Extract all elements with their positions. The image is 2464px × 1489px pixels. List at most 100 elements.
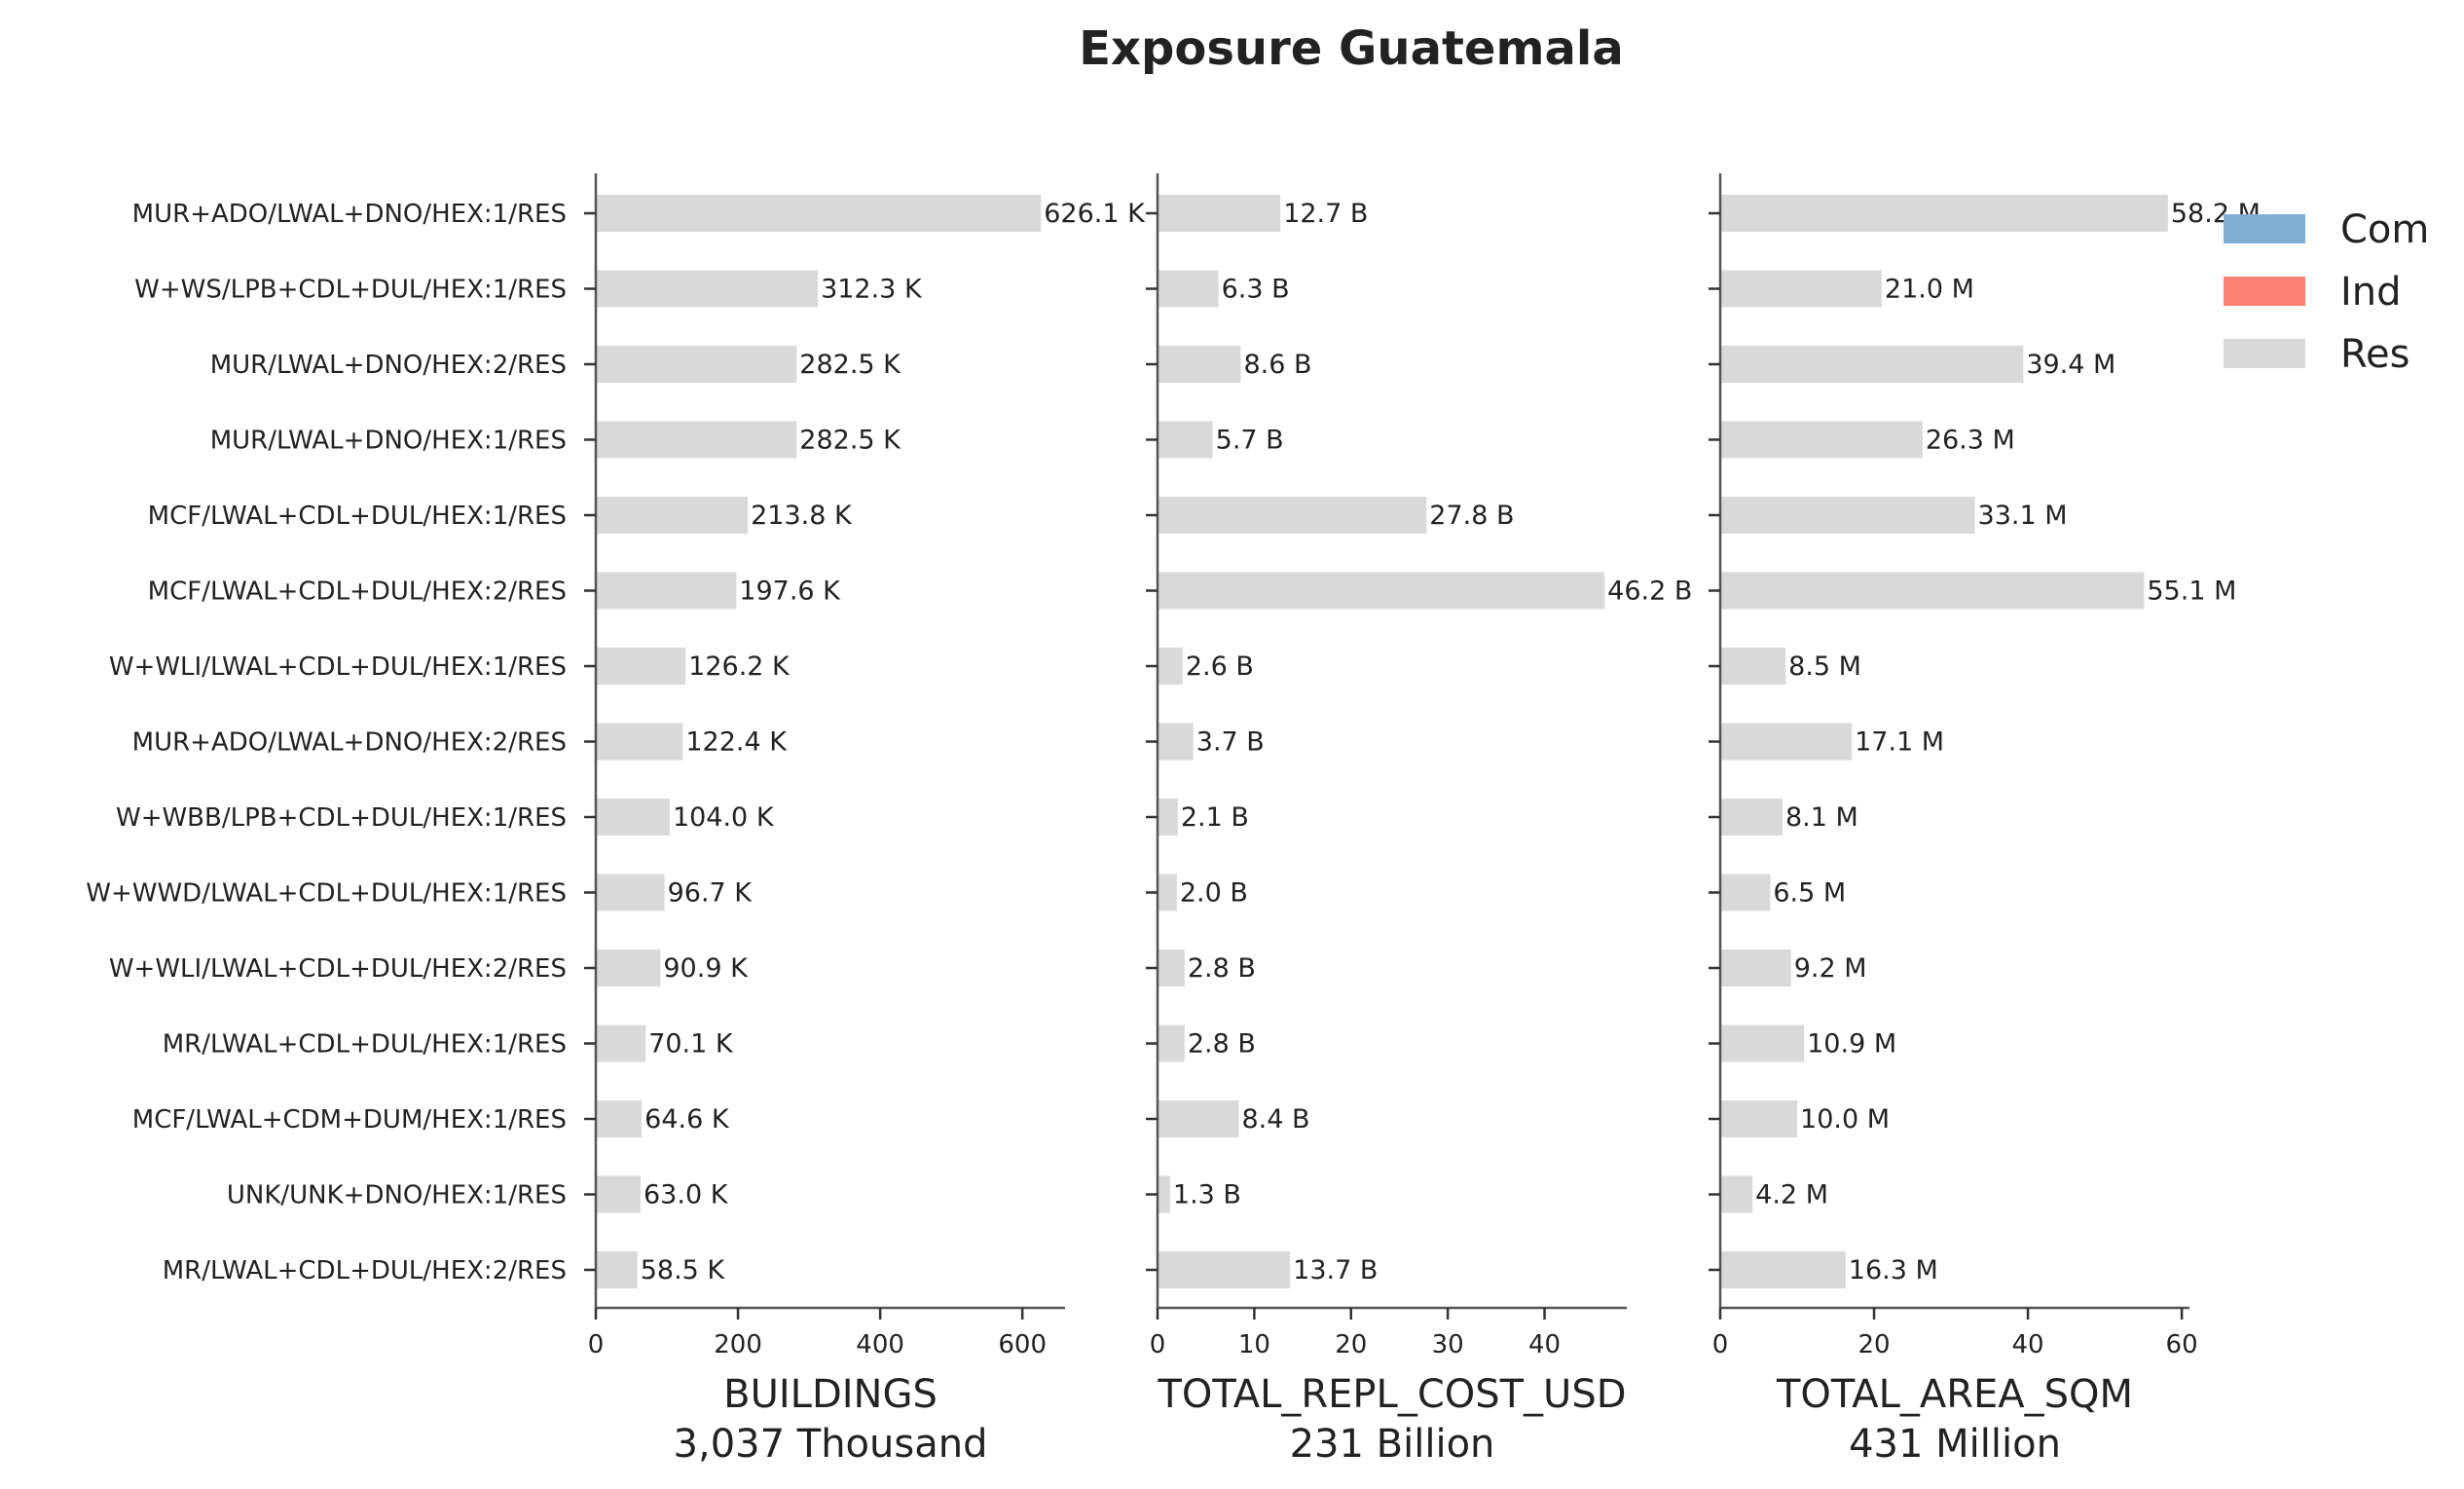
bar-3-6 xyxy=(1720,572,2145,610)
value-label: 10.9 M xyxy=(1807,1029,1896,1060)
value-label: 2.8 B xyxy=(1188,1029,1256,1060)
chart-legend: Com Ind Res xyxy=(2224,207,2429,377)
x-tick-label: 20 xyxy=(1335,1330,1367,1359)
value-label: 2.6 B xyxy=(1186,651,1254,682)
bar-3-14 xyxy=(1720,1175,1753,1213)
x-tick-label: 20 xyxy=(1857,1330,1890,1359)
value-label: 197.6 K xyxy=(739,577,841,607)
bar-1-6 xyxy=(596,572,737,610)
bar-2-4 xyxy=(1158,421,1213,459)
value-label: 1.3 B xyxy=(1173,1180,1241,1210)
bar-1-7 xyxy=(596,648,686,685)
value-label: 10.0 M xyxy=(1800,1104,1890,1135)
bar-1-11 xyxy=(596,949,661,986)
category-label: MUR+ADO/LWAL+DNO/HEX:2/RES xyxy=(132,728,567,758)
value-label: 122.4 K xyxy=(685,727,788,758)
value-label: 96.7 K xyxy=(668,878,754,909)
bar-1-15 xyxy=(596,1251,638,1288)
panel-3: 58.2 M21.0 M39.4 M26.3 M33.1 M55.1 M8.5 … xyxy=(1709,173,2261,1467)
value-label: 2.0 B xyxy=(1180,878,1248,909)
bar-2-12 xyxy=(1158,1024,1185,1062)
value-label: 39.4 M xyxy=(2026,350,2115,380)
bar-3-9 xyxy=(1720,799,1784,836)
bar-1-4 xyxy=(596,421,797,459)
value-label: 58.5 K xyxy=(641,1255,726,1285)
value-label: 8.5 M xyxy=(1788,651,1861,682)
value-label: 46.2 B xyxy=(1607,577,1692,607)
x-axis-total: 3,037 Thousand xyxy=(674,1422,988,1467)
value-label: 90.9 K xyxy=(663,953,749,984)
value-label: 626.1 K xyxy=(1044,199,1146,229)
x-tick-label: 0 xyxy=(1150,1330,1166,1359)
value-label: 17.1 M xyxy=(1855,727,1944,758)
bar-3-12 xyxy=(1720,1024,1805,1062)
bar-3-3 xyxy=(1720,346,2024,383)
x-axis-title: BUILDINGS xyxy=(723,1372,938,1417)
value-label: 5.7 B xyxy=(1216,426,1284,456)
panel-1: 626.1 K 312.3 K 282.5 K 282.5 K 213.8 K 197.6… xyxy=(86,173,1146,1467)
bar-1-8 xyxy=(596,723,683,761)
value-label: 16.3 M xyxy=(1849,1255,1938,1285)
x-tick-label: 40 xyxy=(2012,1330,2044,1359)
legend-label-res: Res xyxy=(2340,332,2409,377)
x-tick-label: 600 xyxy=(998,1330,1047,1359)
x-axis-title: TOTAL_REPL_COST_USD xyxy=(1157,1372,1626,1417)
x-tick-label: 10 xyxy=(1238,1330,1270,1359)
bar-3-5 xyxy=(1720,497,1975,534)
category-label: UNK/UNK+DNO/HEX:1/RES xyxy=(227,1181,567,1210)
bar-2-3 xyxy=(1158,346,1241,383)
x-tick-label: 400 xyxy=(856,1330,904,1359)
bar-2-15 xyxy=(1158,1251,1291,1288)
x-axis-title: TOTAL_AREA_SQM xyxy=(1776,1372,2133,1417)
bar-3-4 xyxy=(1720,421,1923,459)
value-label: 6.5 M xyxy=(1773,878,1846,909)
bar-2-14 xyxy=(1158,1175,1170,1213)
bar-3-2 xyxy=(1720,270,1882,308)
bar-1-9 xyxy=(596,799,670,836)
value-label: 12.7 B xyxy=(1283,199,1368,229)
bar-3-13 xyxy=(1720,1100,1798,1137)
value-label: 126.2 K xyxy=(688,651,791,682)
bar-3-1 xyxy=(1720,195,2168,232)
x-tick-label: 40 xyxy=(1528,1330,1561,1359)
legend-label-ind: Ind xyxy=(2340,270,2402,315)
bar-2-2 xyxy=(1158,270,1219,308)
value-label: 6.3 B xyxy=(1222,275,1290,305)
bar-1-1 xyxy=(596,195,1042,232)
category-label: W+WBB/LPB+CDL+DUL/HEX:1/RES xyxy=(116,803,567,833)
category-label: MUR/LWAL+DNO/HEX:1/RES xyxy=(210,427,567,456)
value-label: 9.2 M xyxy=(1794,953,1867,984)
bar-3-11 xyxy=(1720,949,1791,986)
bar-1-14 xyxy=(596,1175,642,1213)
value-label: 26.3 M xyxy=(1926,426,2015,456)
legend-swatch-com xyxy=(2224,214,2305,243)
value-label: 27.8 B xyxy=(1429,501,1514,531)
bar-2-11 xyxy=(1158,949,1185,986)
panel-2: 12.7 B 6.3 B 8.6 B 5.7 B 27.8 B 46.2 B 2.6 B 3.… xyxy=(1146,173,1692,1467)
value-label: 64.6 K xyxy=(644,1104,730,1135)
value-label: 8.6 B xyxy=(1243,350,1311,380)
x-tick-label: 0 xyxy=(1712,1330,1729,1359)
category-label: W+WLI/LWAL+CDL+DUL/HEX:2/RES xyxy=(109,954,567,984)
legend-label-com: Com xyxy=(2340,207,2429,252)
bar-1-10 xyxy=(596,874,665,912)
x-tick-label: 60 xyxy=(2166,1330,2198,1359)
category-label: MCF/LWAL+CDM+DUM/HEX:1/RES xyxy=(132,1105,567,1135)
value-label: 4.2 M xyxy=(1755,1180,1828,1210)
bar-3-8 xyxy=(1720,723,1853,761)
value-label: 312.3 K xyxy=(821,275,923,305)
x-tick-label: 0 xyxy=(588,1330,605,1359)
value-label: 55.1 M xyxy=(2147,577,2236,607)
category-label: MCF/LWAL+CDL+DUL/HEX:1/RES xyxy=(148,502,567,531)
bar-2-6 xyxy=(1158,572,1605,610)
value-label: 70.1 K xyxy=(648,1029,734,1060)
category-label: MUR+ADO/LWAL+DNO/HEX:1/RES xyxy=(132,200,567,229)
bar-1-3 xyxy=(596,346,797,383)
bar-1-12 xyxy=(596,1024,646,1062)
value-label: 213.8 K xyxy=(751,501,853,531)
value-label: 21.0 M xyxy=(1885,275,1974,305)
value-label: 2.8 B xyxy=(1188,953,1256,984)
value-label: 8.1 M xyxy=(1785,802,1858,833)
legend-swatch-res xyxy=(2224,339,2305,368)
